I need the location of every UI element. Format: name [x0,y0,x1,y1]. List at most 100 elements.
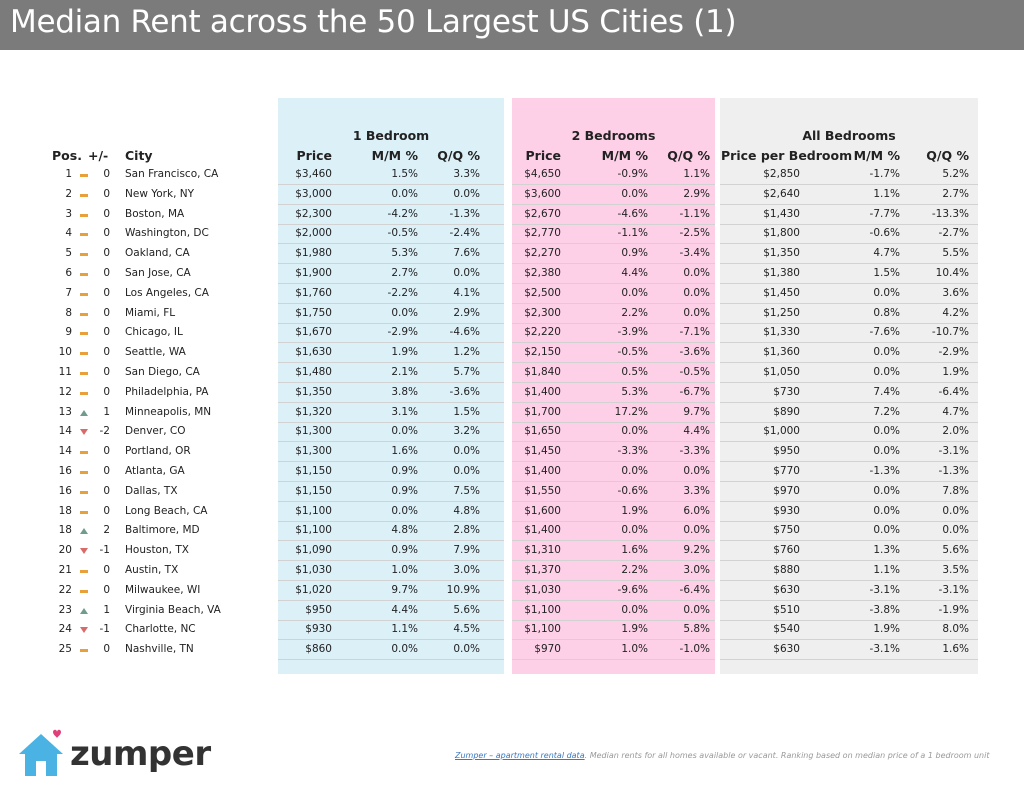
row-divider [278,263,504,265]
mm-1br-cell: 0.9% [391,465,418,477]
row-divider [278,441,504,443]
price-per-bedroom-cell: $1,000 [763,425,800,438]
table-row: 12 0 Philadelphia, PA $1,350 3.8% -3.6% $1,400… [0,383,1024,403]
row-divider [720,540,978,542]
price-1br-cell: $1,100 [295,504,332,517]
mm-1br-cell: -0.5% [387,227,418,240]
row-divider [512,619,715,621]
row-divider [278,223,504,225]
price-per-bedroom-cell: $510 [773,603,800,616]
mm-1br-cell: 4.4% [391,603,418,616]
price-1br-cell: $1,030 [295,564,332,576]
qq-all-cell: 4.7% [942,405,969,418]
pos-cell: 16 [58,465,72,477]
mm-2br-cell: -0.6% [617,484,648,497]
pos-cell: 21 [58,564,72,576]
table-row: 14 0 Portland, OR $1,300 1.6% 0.0% $1,450 -3.3%… [0,442,1024,463]
mm-2br-cell: 0.0% [621,187,648,200]
trend-flat-icon [79,508,89,516]
header-city: City [125,148,153,163]
row-divider [512,243,715,245]
mm-2br-cell: 1.0% [621,643,648,656]
change-cell: 0 [103,286,110,299]
mm-1br-cell: -2.2% [387,286,418,299]
row-divider [512,362,715,364]
price-per-bedroom-cell: $1,380 [763,267,800,279]
price-2br-cell: $1,310 [524,544,561,557]
pos-cell: 20 [58,544,72,557]
change-cell: 0 [103,583,110,596]
qq-all-cell: 3.5% [942,564,969,576]
price-2br-cell: $1,100 [524,623,561,636]
price-per-bedroom-cell: $630 [773,583,800,596]
trend-up-icon [79,527,89,535]
qq-2br-cell: -2.5% [679,227,710,240]
price-1br-cell: $1,350 [295,385,332,398]
trend-flat-icon [79,468,89,476]
city-cell: Milwaukee, WI [125,583,201,596]
mm-1br-cell: 0.0% [391,425,418,438]
qq-1br-cell: 10.9% [446,583,480,596]
qq-1br-cell: 0.0% [453,267,480,279]
qq-2br-cell: 9.7% [683,405,710,418]
header-qq-all: Q/Q % [926,148,969,163]
trend-flat-icon [79,310,89,318]
qq-1br-cell: -1.3% [449,207,480,220]
mm-2br-cell: -9.6% [617,583,648,596]
mm-2br-cell: 17.2% [614,405,648,418]
header-mm-1br: M/M % [371,148,418,163]
qq-1br-cell: 7.9% [453,544,480,557]
row-divider [278,659,504,661]
change-cell: 0 [103,267,110,279]
qq-all-cell: 5.5% [942,247,969,260]
qq-1br-cell: -3.6% [449,385,480,398]
price-1br-cell: $1,750 [295,306,332,319]
city-cell: Nashville, TN [125,643,194,656]
row-divider [720,263,978,265]
change-cell: -1 [99,623,110,636]
row-divider [720,243,978,245]
row-divider [512,421,715,423]
row-divider [512,599,715,601]
mm-all-cell: 1.9% [873,623,900,636]
mm-2br-cell: 5.3% [621,385,648,398]
pos-cell: 16 [58,484,72,497]
row-divider [278,382,504,383]
row-divider [278,302,504,304]
change-cell: 2 [103,524,110,537]
row-divider [720,441,978,443]
price-1br-cell: $1,300 [295,425,332,438]
zumper-house-heart-icon [19,729,63,776]
table-row: 18 0 Long Beach, CA $1,100 0.0% 4.8% $1,600 1.9… [0,502,1024,522]
qq-all-cell: -10.7% [931,326,969,339]
row-divider [278,639,504,641]
price-1br-cell: $3,460 [295,168,332,180]
qq-1br-cell: 4.5% [453,623,480,636]
qq-all-cell: 3.6% [942,286,969,299]
qq-all-cell: -6.4% [938,385,969,398]
city-cell: San Diego, CA [125,366,200,378]
row-divider [720,382,978,383]
price-per-bedroom-cell: $1,450 [763,286,800,299]
qq-all-cell: 8.0% [942,623,969,636]
city-cell: Seattle, WA [125,346,186,359]
two-bedroom-panel [512,98,715,674]
price-2br-cell: $1,400 [524,385,561,398]
mm-1br-cell: 0.9% [391,484,418,497]
row-divider [512,580,715,581]
mm-1br-cell: -4.2% [387,207,418,220]
price-2br-cell: $1,650 [524,425,561,438]
mm-all-cell: -0.6% [869,227,900,240]
pos-cell: 9 [65,326,72,339]
price-1br-cell: $1,320 [295,405,332,418]
price-per-bedroom-cell: $1,250 [763,306,800,319]
mm-all-cell: 7.4% [873,385,900,398]
price-1br-cell: $1,900 [295,267,332,279]
row-divider [512,302,715,304]
mm-2br-cell: 1.9% [621,623,648,636]
city-cell: Washington, DC [125,227,209,240]
pos-cell: 18 [58,504,72,517]
change-cell: 0 [103,326,110,339]
city-cell: San Francisco, CA [125,168,219,180]
zumper-data-link[interactable]: Zumper – apartment rental data [455,751,585,760]
